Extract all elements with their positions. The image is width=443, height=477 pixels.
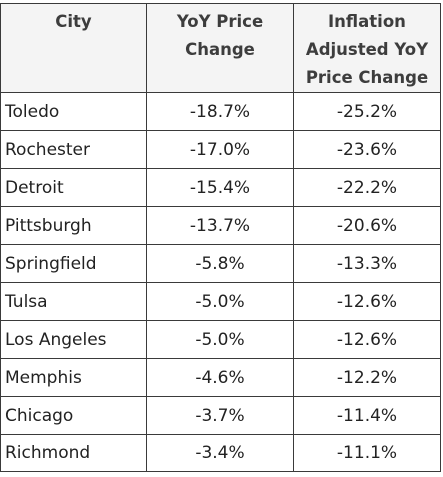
adjusted-cell: -11.4%: [293, 396, 441, 435]
adjusted-cell: -13.3%: [293, 244, 441, 283]
header-inflation-adjusted: Inflation Adjusted YoY Price Change: [293, 3, 441, 93]
yoy-cell: -5.8%: [146, 244, 294, 283]
header-yoy-price-change: YoY Price Change: [146, 3, 294, 93]
header-adj-line-3: Price Change: [305, 68, 429, 87]
table-row: Chicago -3.7% -11.4%: [0, 396, 441, 435]
table-row: Memphis -4.6% -12.2%: [0, 358, 441, 397]
yoy-cell: -15.4%: [146, 168, 294, 207]
table-row: Pittsburgh -13.7% -20.6%: [0, 206, 441, 245]
yoy-cell: -3.7%: [146, 396, 294, 435]
adjusted-cell: -23.6%: [293, 130, 441, 169]
price-change-table-container: City YoY Price Change Inflation Adjusted…: [0, 3, 441, 472]
city-cell: Tulsa: [0, 282, 147, 321]
table-row: Rochester -17.0% -23.6%: [0, 130, 441, 169]
price-change-table: City YoY Price Change Inflation Adjusted…: [0, 3, 441, 472]
yoy-cell: -3.4%: [146, 434, 294, 472]
table-row: Detroit -15.4% -22.2%: [0, 168, 441, 207]
table-row: Toledo -18.7% -25.2%: [0, 92, 441, 131]
table-row: Springfield -5.8% -13.3%: [0, 244, 441, 283]
table-row: Los Angeles -5.0% -12.6%: [0, 320, 441, 359]
adjusted-cell: -12.2%: [293, 358, 441, 397]
yoy-cell: -5.0%: [146, 282, 294, 321]
city-cell: Los Angeles: [0, 320, 147, 359]
header-adj-line-2: Adjusted YoY: [305, 40, 429, 59]
yoy-cell: -4.6%: [146, 358, 294, 397]
adjusted-cell: -12.6%: [293, 320, 441, 359]
city-cell: Springfield: [0, 244, 147, 283]
yoy-cell: -17.0%: [146, 130, 294, 169]
city-cell: Pittsburgh: [0, 206, 147, 245]
adjusted-cell: -20.6%: [293, 206, 441, 245]
yoy-cell: -5.0%: [146, 320, 294, 359]
header-yoy-line-1: YoY Price: [176, 12, 264, 31]
city-cell: Detroit: [0, 168, 147, 207]
city-cell: Memphis: [0, 358, 147, 397]
header-city: City: [0, 3, 147, 93]
yoy-cell: -18.7%: [146, 92, 294, 131]
adjusted-cell: -11.1%: [293, 434, 441, 472]
adjusted-cell: -25.2%: [293, 92, 441, 131]
header-city-line: City: [55, 12, 92, 31]
city-cell: Rochester: [0, 130, 147, 169]
adjusted-cell: -12.6%: [293, 282, 441, 321]
table-row: Tulsa -5.0% -12.6%: [0, 282, 441, 321]
header-yoy-line-2: Change: [185, 40, 255, 59]
table-row: Richmond -3.4% -11.1%: [0, 434, 441, 472]
header-adj-line-1: Inflation: [328, 12, 406, 31]
adjusted-cell: -22.2%: [293, 168, 441, 207]
city-cell: Chicago: [0, 396, 147, 435]
yoy-cell: -13.7%: [146, 206, 294, 245]
table-header-row: City YoY Price Change Inflation Adjusted…: [0, 3, 441, 93]
city-cell: Richmond: [0, 434, 147, 472]
city-cell: Toledo: [0, 92, 147, 131]
